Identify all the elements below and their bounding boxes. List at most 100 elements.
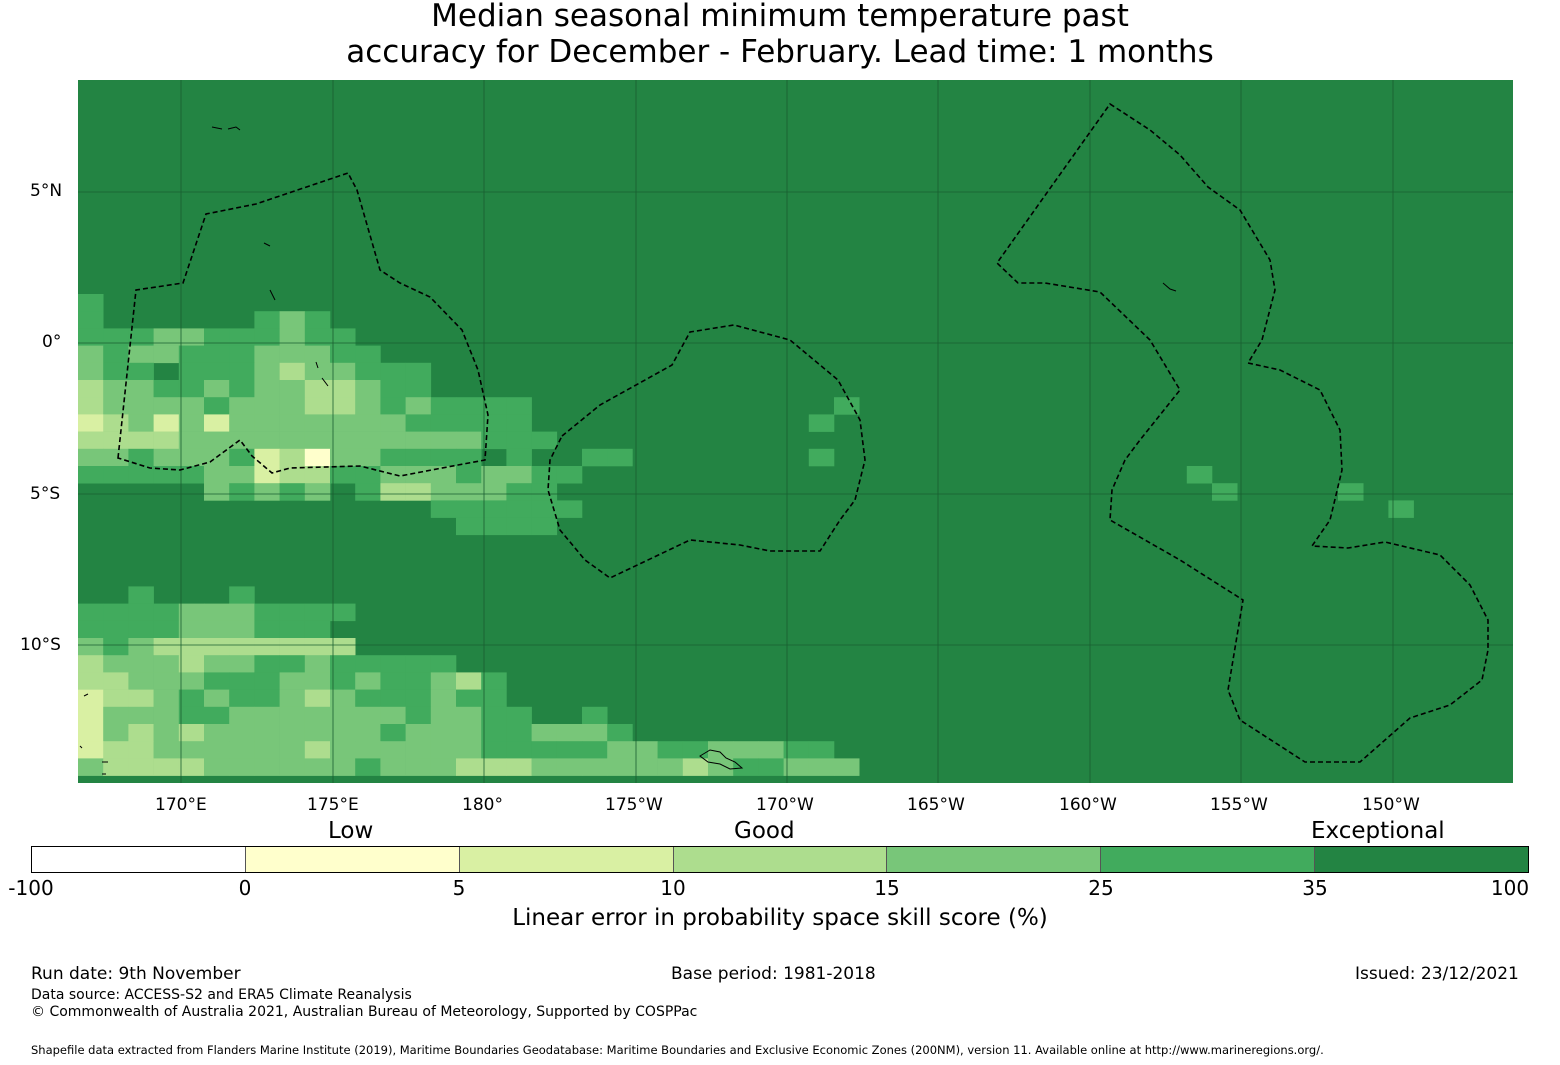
skill-cell <box>78 362 104 381</box>
skill-cell <box>204 466 230 484</box>
skill-cell <box>330 431 356 450</box>
skill-cell <box>204 603 230 622</box>
skill-cell <box>229 397 255 415</box>
skill-cell <box>430 655 457 673</box>
skill-cell <box>330 466 356 484</box>
skill-cell <box>103 448 129 467</box>
lon-label-150w: 150°W <box>1362 795 1420 815</box>
skill-cell <box>254 620 280 639</box>
skill-cell <box>380 706 406 725</box>
skill-cell <box>128 345 154 364</box>
skill-cell <box>153 689 180 708</box>
skill-cell <box>405 655 432 673</box>
skill-cell <box>254 706 280 725</box>
skill-cell <box>304 638 331 656</box>
skill-cell <box>279 414 306 432</box>
skill-cell <box>733 741 759 759</box>
skill-cell <box>456 758 482 776</box>
skill-cell <box>153 414 180 432</box>
skill-cell <box>758 758 784 776</box>
skill-cell <box>531 741 558 759</box>
skill-cell <box>229 706 255 725</box>
skill-cell <box>405 362 432 381</box>
skill-cell <box>128 655 154 673</box>
skill-cell <box>254 328 280 346</box>
skill-cell <box>330 448 356 467</box>
skill-cell <box>254 414 280 432</box>
skill-cell <box>128 397 154 415</box>
colorbar-tick: 35 <box>1302 876 1328 900</box>
skill-cell <box>229 431 255 450</box>
skill-cell <box>582 706 608 725</box>
skill-cell <box>632 741 658 759</box>
skill-cell <box>607 741 633 759</box>
skill-cell <box>254 397 280 415</box>
shapefile-credit: Shapefile data extracted from Flanders M… <box>31 1043 1324 1057</box>
skill-cell <box>506 466 532 484</box>
skill-cell <box>430 741 457 759</box>
skill-cell <box>430 431 457 450</box>
skill-cell <box>78 706 104 725</box>
base-period: Base period: 1981-2018 <box>671 964 876 984</box>
skill-cell <box>380 689 406 708</box>
skill-cell <box>279 689 306 708</box>
skill-cell <box>304 706 331 725</box>
skill-cell <box>304 448 331 467</box>
colorbar <box>31 846 1529 873</box>
coastline-tuvalu-atolls <box>79 693 108 775</box>
skill-cell <box>304 466 331 484</box>
skill-cell <box>556 724 583 742</box>
map-title-line1: Median seasonal minimum temperature past <box>431 0 1129 34</box>
skill-cell <box>330 345 356 364</box>
skill-cell <box>178 362 205 381</box>
skill-cell <box>254 466 280 484</box>
skill-cell <box>103 638 129 656</box>
skill-cell <box>229 655 255 673</box>
skill-cell <box>204 345 230 364</box>
skill-cell <box>229 414 255 432</box>
colorbar-tick: 5 <box>452 876 466 900</box>
skill-cell <box>380 414 406 432</box>
skill-cell <box>430 500 457 518</box>
skill-cell <box>405 758 432 776</box>
skill-cell <box>254 758 280 776</box>
skill-cell <box>456 672 482 690</box>
skill-cell <box>78 758 104 776</box>
skill-cell <box>153 448 180 467</box>
skill-cell <box>204 380 230 398</box>
skill-cell <box>279 603 306 622</box>
skill-cell <box>178 466 205 484</box>
skill-cell <box>808 741 835 759</box>
skill-cell <box>229 345 255 364</box>
skill-cell <box>204 689 230 708</box>
skill-cell <box>380 431 406 450</box>
skill-cell <box>279 620 306 639</box>
skill-cell <box>834 758 860 776</box>
lat-label-5s: 5°S <box>30 484 61 504</box>
skill-cell <box>430 706 457 725</box>
skill-cell <box>279 345 306 364</box>
skill-cell <box>330 724 356 742</box>
skill-cell <box>153 672 180 690</box>
skill-cell <box>229 638 255 656</box>
skill-cell <box>153 620 180 639</box>
skill-cell <box>254 380 280 398</box>
skill-cell <box>78 414 104 432</box>
skill-cell <box>304 380 331 398</box>
skill-cell <box>682 741 709 759</box>
skill-cell <box>456 517 482 536</box>
skill-cell <box>456 431 482 450</box>
skill-cell <box>103 724 129 742</box>
skill-cell <box>204 758 230 776</box>
skill-cell <box>506 706 532 725</box>
skill-cell <box>128 638 154 656</box>
skill-cell <box>78 448 104 467</box>
skill-cell <box>128 466 154 484</box>
skill-cell <box>355 724 381 742</box>
skill-cell <box>178 758 205 776</box>
skill-cell <box>556 500 583 518</box>
skill-cell <box>304 431 331 450</box>
skill-cell <box>304 328 331 346</box>
colorbar-tick: -100 <box>8 876 54 900</box>
skill-cell <box>204 328 230 346</box>
